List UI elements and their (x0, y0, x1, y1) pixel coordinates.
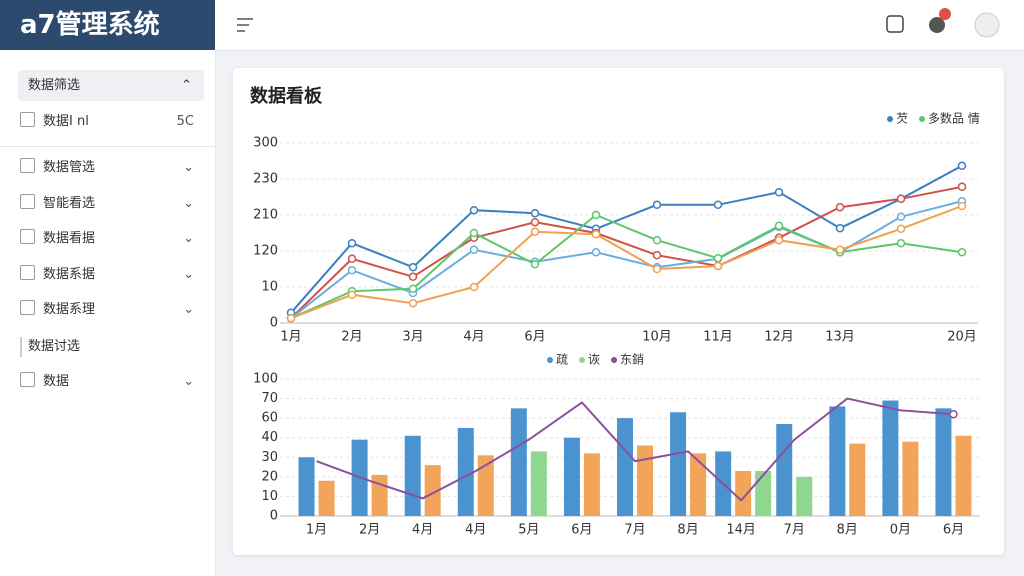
avatar[interactable] (974, 12, 1000, 38)
item-label: 数据管选 (43, 160, 96, 175)
checkbox[interactable] (20, 264, 35, 280)
sidebar-item[interactable]: 数据系理 ⌄ (20, 300, 200, 320)
user-icon[interactable] (929, 17, 945, 33)
header-icons (237, 8, 1000, 38)
checkbox[interactable] (20, 193, 35, 209)
sidebar-item[interactable]: 数据看据 ⌄ (20, 229, 200, 249)
header (215, 0, 1024, 51)
item-label: 数据 (43, 374, 70, 389)
chevron: ⌄ (183, 266, 194, 282)
sidebar-item[interactable]: 智能看选 ⌄ (20, 193, 200, 214)
dashboard-card: 数据看板 (233, 68, 1004, 555)
item-label: 数据系理 (43, 302, 96, 317)
sidebar-item[interactable]: 数据 ⌄ (20, 372, 200, 392)
filter-header[interactable]: 数据筛选 ⌃ (18, 70, 204, 101)
section-label: 数据讨选 (20, 337, 208, 357)
badge (939, 8, 951, 20)
sidebar-item[interactable]: 数据I nl 5C (20, 112, 200, 132)
filter-header-label: 数据筛选 (28, 78, 81, 93)
chevron: ⌄ (183, 160, 194, 175)
checkbox[interactable] (20, 229, 35, 244)
item-label: 数据看据 (43, 231, 96, 246)
checkbox[interactable] (20, 112, 35, 127)
app-title: a7管理系统 (0, 0, 215, 50)
checkbox[interactable] (20, 372, 35, 387)
message-icon[interactable] (886, 15, 904, 33)
sidebar-item[interactable]: 数据管选 ⌄ (20, 158, 200, 178)
divider (0, 146, 215, 147)
chevron: ⌄ (183, 374, 194, 389)
chevron: ⌄ (183, 302, 194, 317)
chevron: ⌃ (181, 78, 192, 93)
item-label: 数据系据 (43, 266, 96, 282)
item-label: 数据I nl (43, 114, 89, 129)
sidebar: a7管理系统 数据筛选 ⌃ 数据I nl 5C 数据管选 ⌄ 智能看选 ⌄ 数据看据 ⌄ 数据系据… (0, 0, 216, 576)
chevron: ⌄ (183, 195, 194, 211)
panel-title: 数据看板 (250, 86, 322, 107)
item-value: 5C (176, 114, 194, 129)
item-label: 智能看选 (43, 195, 96, 211)
menu-icon[interactable] (237, 18, 253, 32)
checkbox[interactable] (20, 158, 35, 173)
checkbox[interactable] (20, 300, 35, 315)
sidebar-item[interactable]: 数据系据 ⌄ (20, 264, 200, 285)
chevron: ⌄ (183, 231, 194, 246)
